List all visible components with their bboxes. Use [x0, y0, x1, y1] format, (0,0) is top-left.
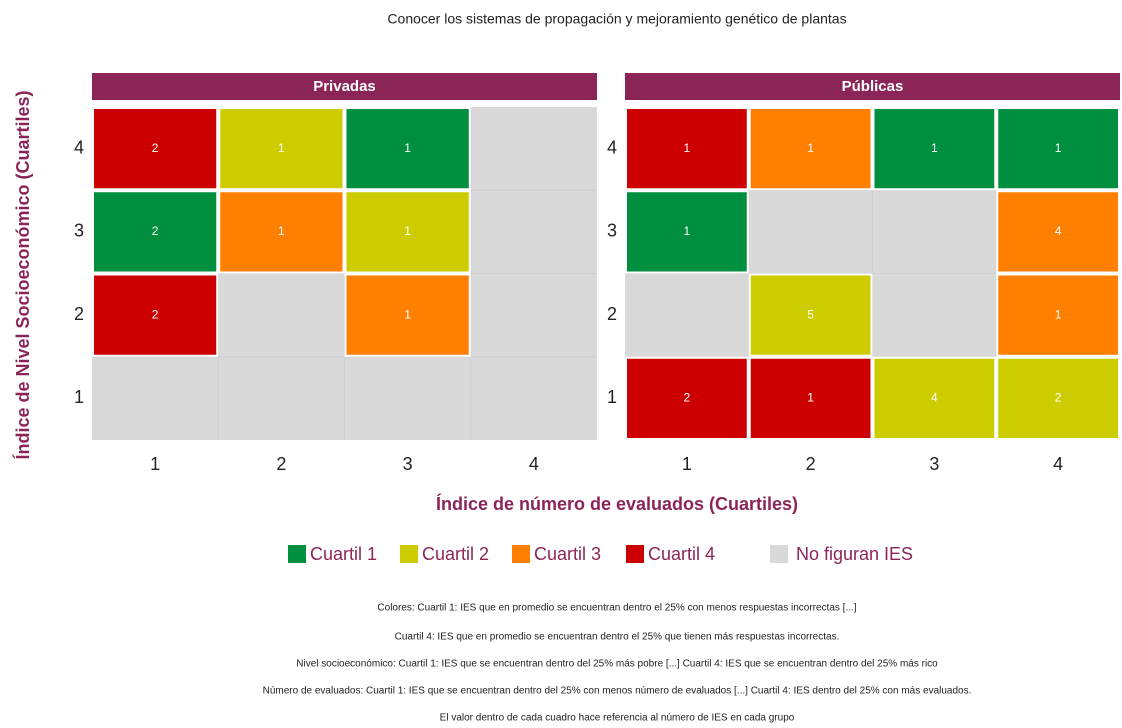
cell-label: 4 — [931, 391, 938, 405]
cell — [92, 273, 219, 357]
y-tick-label: 2 — [607, 304, 617, 324]
x-tick-label: 4 — [1053, 454, 1063, 474]
footnote: El valor dentro de cada cuadro hace refe… — [440, 713, 795, 724]
x-tick-label: 2 — [806, 454, 816, 474]
cell — [344, 273, 471, 357]
cell — [748, 356, 873, 440]
x-tick-label: 1 — [150, 454, 160, 474]
cell — [92, 190, 219, 274]
cell — [625, 107, 749, 191]
cell-label: 1 — [684, 141, 691, 155]
legend-label: No figuran IES — [796, 544, 913, 564]
legend-label: Cuartil 4 — [648, 544, 715, 564]
footnote: Cuartil 4: IES que en promedio se encuen… — [395, 632, 840, 643]
y-tick-label: 1 — [74, 387, 84, 407]
y-tick-label: 2 — [74, 304, 84, 324]
legend-label: Cuartil 3 — [534, 544, 601, 564]
panel-title: Públicas — [842, 78, 904, 95]
cell-label: 1 — [807, 141, 814, 155]
cell-label: 1 — [404, 141, 411, 155]
cell — [218, 107, 345, 191]
cell-label: 1 — [807, 391, 814, 405]
cell — [748, 273, 873, 357]
y-tick-label: 3 — [74, 221, 84, 241]
cell-label: 2 — [684, 391, 691, 405]
cell-label: 5 — [807, 307, 814, 321]
cell — [344, 107, 471, 191]
cell — [625, 356, 749, 440]
cell-label: 1 — [278, 224, 285, 238]
legend-swatch — [770, 545, 788, 563]
panel-strip — [625, 73, 1120, 100]
x-tick-label: 2 — [276, 454, 286, 474]
x-tick-label: 3 — [929, 454, 939, 474]
y-axis-title: Índice de Nivel Socioeconómico (Cuartile… — [12, 90, 33, 459]
x-tick-label: 4 — [529, 454, 539, 474]
cell-label: 1 — [278, 141, 285, 155]
cell — [748, 107, 873, 191]
footnote: Nivel socioeconómico: Cuartil 1: IES que… — [296, 659, 938, 670]
footnote: Número de evaluados: Cuartil 1: IES que … — [263, 686, 972, 697]
cell-label: 1 — [1055, 307, 1062, 321]
panel-strip — [92, 73, 597, 100]
cell — [872, 356, 997, 440]
cell — [625, 190, 749, 274]
cell — [996, 107, 1120, 191]
cell — [218, 190, 345, 274]
x-axis-title: Índice de número de evaluados (Cuartiles… — [436, 493, 798, 514]
y-tick-label: 1 — [607, 387, 617, 407]
cell-label: 4 — [1055, 224, 1062, 238]
cell-label: 1 — [684, 224, 691, 238]
x-tick-label: 3 — [403, 454, 413, 474]
cell — [996, 356, 1120, 440]
cell — [92, 107, 219, 191]
y-tick-label: 3 — [607, 221, 617, 241]
legend-swatch — [626, 545, 644, 563]
cell-label: 1 — [931, 141, 938, 155]
cell-label: 1 — [1055, 141, 1062, 155]
y-tick-label: 4 — [607, 137, 617, 157]
footnote: Colores: Cuartil 1: IES que en promedio … — [377, 603, 856, 614]
cell — [996, 190, 1120, 274]
x-tick-label: 1 — [682, 454, 692, 474]
y-tick-label: 4 — [74, 137, 84, 157]
cell — [872, 107, 997, 191]
legend-label: Cuartil 2 — [422, 544, 489, 564]
legend-label: Cuartil 1 — [310, 544, 377, 564]
legend-swatch — [288, 545, 306, 563]
legend-swatch — [400, 545, 418, 563]
cell-label: 1 — [404, 307, 411, 321]
cell-label: 2 — [152, 224, 159, 238]
cell-label: 2 — [152, 307, 159, 321]
cell — [996, 273, 1120, 357]
cell-label: 2 — [152, 141, 159, 155]
cell-label: 1 — [404, 224, 411, 238]
cell-label: 2 — [1055, 391, 1062, 405]
cell — [344, 190, 471, 274]
chart-title: Conocer los sistemas de propagación y me… — [387, 11, 846, 27]
panel-title: Privadas — [313, 78, 376, 95]
legend-swatch — [512, 545, 530, 563]
